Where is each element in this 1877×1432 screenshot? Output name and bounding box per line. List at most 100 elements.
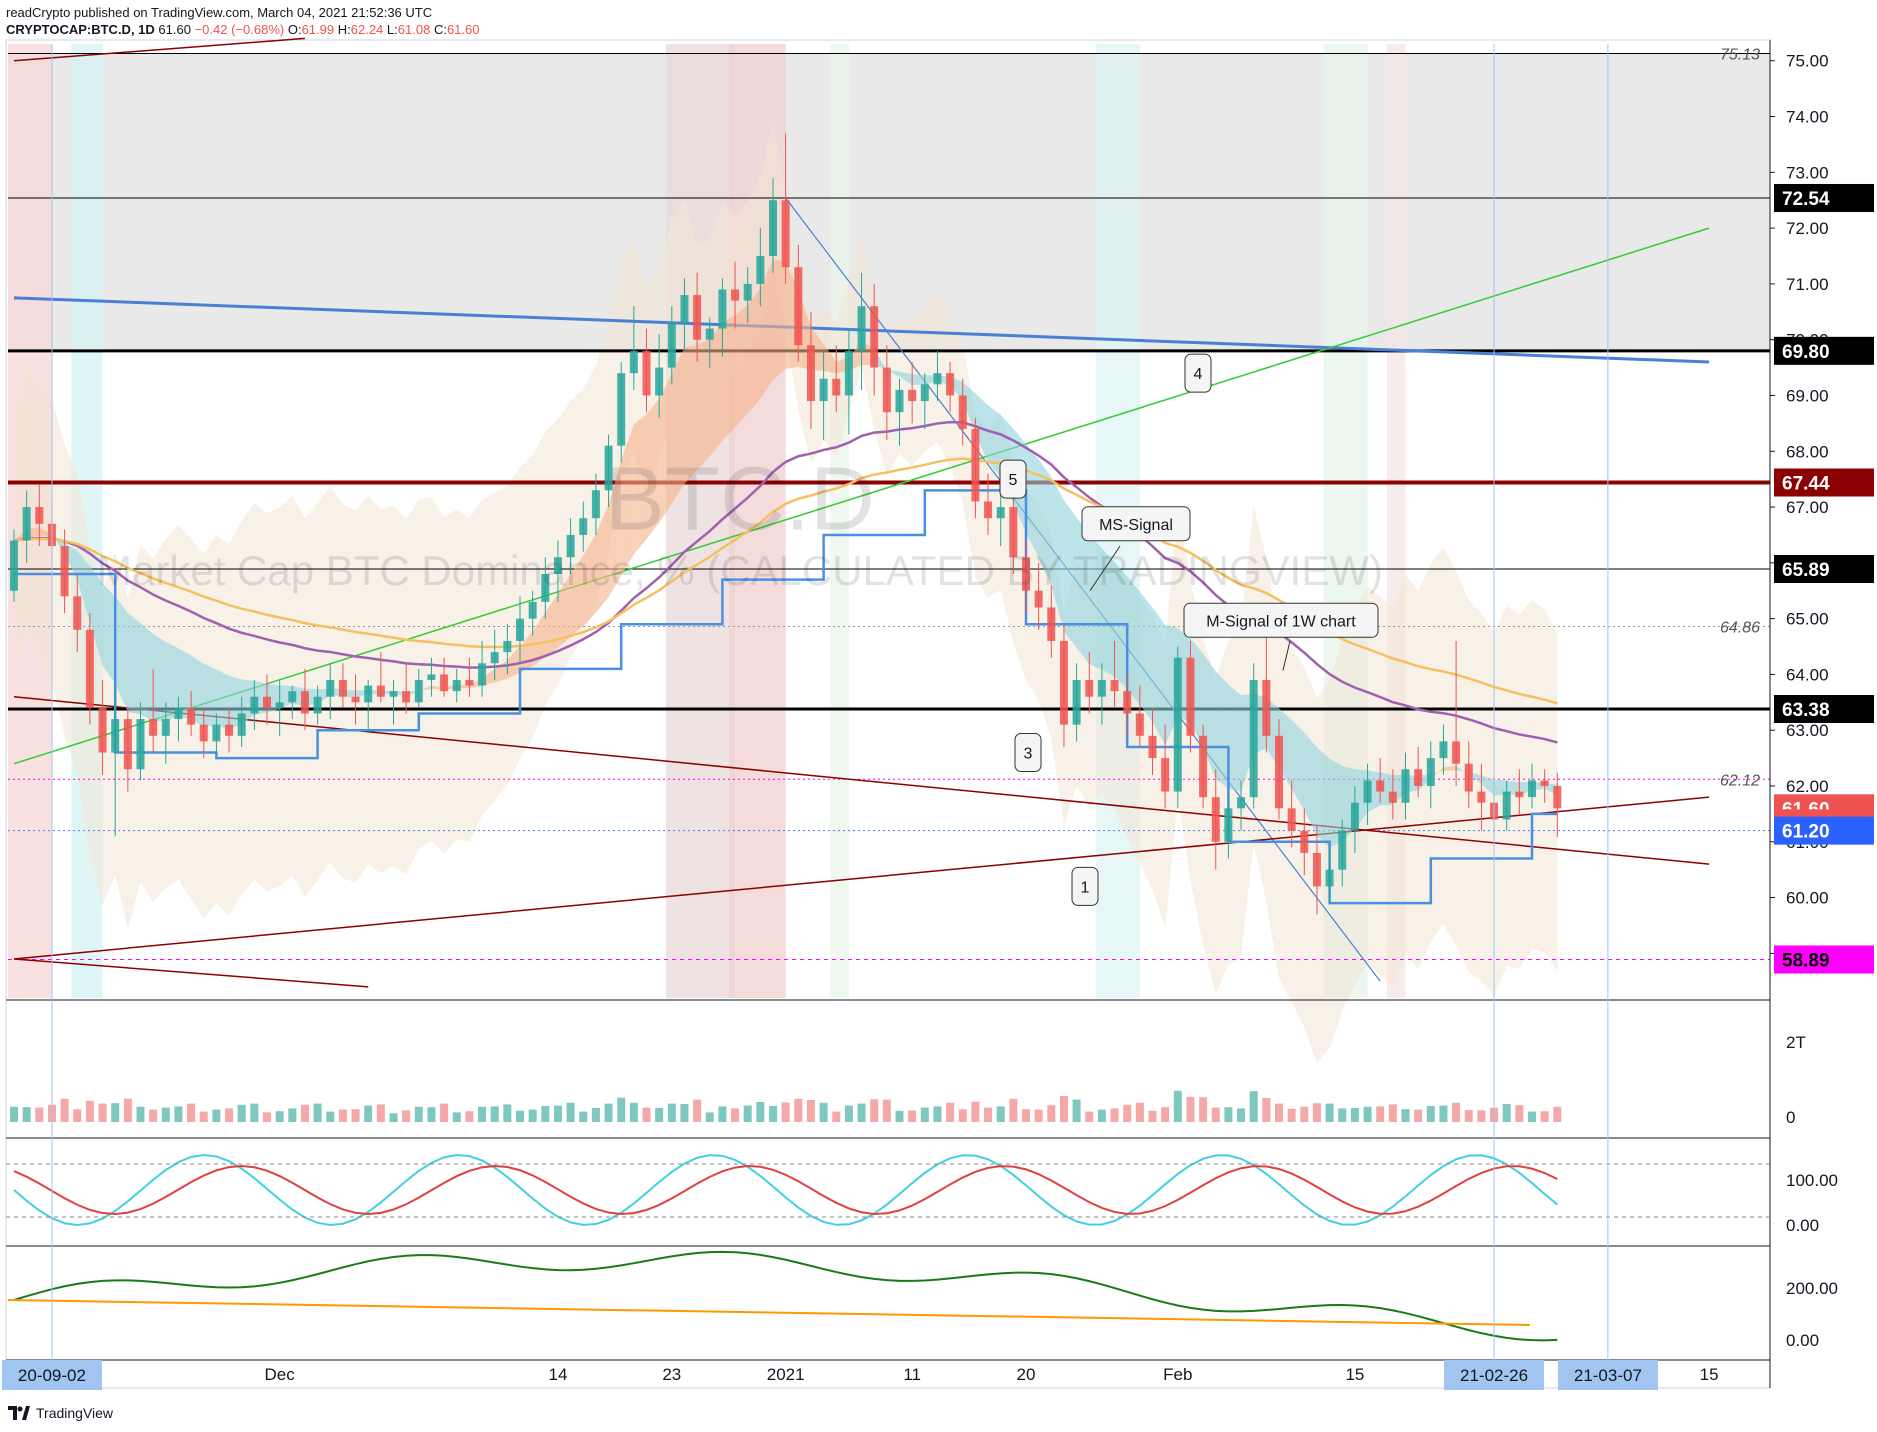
volume-bar: [1452, 1102, 1461, 1122]
candle-body: [1363, 780, 1372, 803]
ema-ribbon-segment: [507, 646, 520, 679]
volume-bar: [402, 1110, 411, 1122]
volume-bar: [490, 1106, 499, 1122]
volume-bar: [250, 1103, 259, 1122]
ema-ribbon-segment: [557, 574, 571, 648]
ema-ribbon-segment: [988, 405, 1001, 478]
volume-bar: [199, 1111, 208, 1122]
x-tick-label: 20: [1017, 1365, 1036, 1384]
ema-ribbon-segment: [165, 641, 179, 721]
volume-bar: [1287, 1108, 1296, 1122]
volume-bar: [263, 1112, 271, 1122]
ema-ribbon-segment: [216, 669, 230, 730]
volume-bar: [60, 1098, 69, 1122]
price-label-bg: [1774, 816, 1874, 845]
candle-body: [136, 719, 145, 770]
volume-bar: [882, 1099, 891, 1122]
candle-body: [566, 534, 575, 558]
volume-bar: [718, 1106, 727, 1122]
volume-bar: [212, 1109, 221, 1122]
x-tick-label: Dec: [265, 1365, 296, 1384]
candle-body: [933, 373, 942, 385]
candle-body: [414, 680, 423, 703]
volume-bar: [98, 1103, 107, 1122]
ema-ribbon-segment: [659, 373, 672, 523]
candle-body: [642, 350, 651, 396]
volume-bar: [756, 1102, 765, 1122]
volume-bar: [819, 1102, 828, 1122]
volume-bar: [1515, 1105, 1524, 1122]
volume-bar: [351, 1109, 360, 1122]
candle-body: [161, 719, 170, 736]
volume-bar: [1414, 1109, 1423, 1122]
volume-bar: [984, 1107, 993, 1122]
candle-body: [1148, 735, 1157, 759]
candle-body: [528, 601, 537, 619]
volume-bar: [958, 1109, 967, 1122]
ema-ribbon-segment: [621, 424, 634, 576]
candle-body: [22, 507, 31, 541]
watermark-subtitle: Market Cap BTC Dominance, % (CALCULATED …: [97, 547, 1383, 594]
candle-body: [655, 367, 664, 396]
open-value: 61.99: [301, 22, 335, 37]
volume-bar: [604, 1103, 613, 1122]
candle-body: [1325, 869, 1334, 887]
volume-bar: [794, 1098, 803, 1122]
volume-bar: [1312, 1103, 1321, 1122]
y-tick-label: 62.00: [1786, 777, 1829, 796]
volume-bar: [769, 1106, 777, 1122]
price-label: 63.38: [1782, 700, 1830, 721]
callout-pointer: [1089, 545, 1121, 592]
candle-body: [1540, 780, 1549, 786]
callout-wave-5-box: [999, 459, 1027, 499]
volume-bar: [1148, 1110, 1157, 1122]
ema-ribbon-segment: [912, 374, 925, 385]
volume-bar: [22, 1107, 31, 1122]
candle-body: [1477, 791, 1486, 803]
volume-bar: [300, 1104, 309, 1122]
candle-body: [174, 707, 183, 720]
volume-bar: [1388, 1104, 1397, 1122]
candle-body: [958, 395, 967, 429]
volume-bar: [1034, 1109, 1043, 1122]
volume-bar: [1085, 1111, 1094, 1122]
candle-body: [98, 707, 107, 753]
callout-wave-5: 5: [1009, 472, 1018, 489]
candle-body: [1414, 769, 1423, 786]
candle-body: [1312, 852, 1321, 887]
ema-ribbon-segment: [1430, 766, 1444, 780]
volume-bar: [10, 1106, 18, 1122]
candle-body: [73, 596, 82, 630]
candle-body: [541, 574, 550, 602]
volume-bar: [440, 1103, 449, 1122]
callout-wave-4-box: [1184, 353, 1212, 393]
candle-body: [389, 691, 398, 697]
candle-body: [313, 696, 322, 714]
candle-body: [1186, 657, 1195, 736]
volume-bar: [680, 1104, 689, 1122]
volume-bar: [1173, 1090, 1182, 1122]
candle-body: [1439, 741, 1448, 759]
volume-bar: [1186, 1096, 1195, 1122]
candle-body: [111, 719, 120, 753]
candle-body: [617, 373, 626, 446]
trendline: [13, 796, 1710, 960]
volume-bar: [313, 1103, 322, 1122]
volume-bar: [1097, 1109, 1106, 1122]
volume-bar: [1350, 1108, 1359, 1122]
candle-body: [250, 696, 259, 714]
ema-ribbon-segment: [1139, 591, 1153, 723]
ema-ribbon-segment: [735, 304, 748, 428]
candle-body: [1047, 607, 1056, 641]
volume-bar: [338, 1109, 347, 1122]
callout-wave-3-box: [1014, 733, 1042, 773]
volume-bar: [414, 1106, 423, 1122]
ema-ribbon-segment: [532, 612, 546, 667]
candle-body: [984, 501, 993, 519]
volume-bar: [516, 1110, 524, 1122]
candle-body: [1123, 691, 1132, 714]
candle-body: [60, 546, 69, 597]
ema-ribbon-segment: [747, 288, 761, 414]
candle-body: [503, 640, 512, 653]
